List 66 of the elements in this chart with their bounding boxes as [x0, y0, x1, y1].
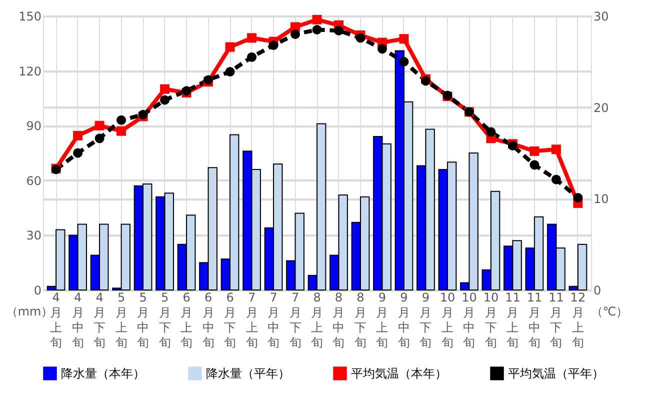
x-tick-label: 7月中旬: [268, 290, 280, 350]
y2-tick-label: 10: [594, 192, 609, 206]
x-tick-label: 10月中旬: [462, 290, 477, 350]
point: [225, 42, 235, 52]
point: [530, 146, 540, 156]
point: [116, 115, 126, 125]
x-tick-label: 4月下旬: [94, 290, 106, 350]
point: [312, 14, 322, 24]
x-tick-label: 11月上旬: [505, 290, 520, 350]
x-tick-label: 5月上旬: [115, 290, 128, 350]
legend-label: 平均気温（平年）: [508, 366, 604, 380]
y2-tick-label: 20: [594, 100, 609, 115]
y2-axis-title: （℃）: [590, 304, 628, 318]
x-tick-label: 10月上旬: [440, 290, 456, 350]
y-tick-label: 120: [18, 64, 42, 78]
point: [399, 56, 409, 66]
point: [116, 126, 126, 136]
point: [573, 193, 583, 202]
x-tick-label: 6月中旬: [202, 290, 214, 350]
x-tick-label: 8月下旬: [354, 290, 366, 350]
x-tick-label: 11月中旬: [526, 290, 542, 350]
point: [530, 160, 540, 170]
point: [334, 26, 344, 36]
x-tick-label: 9月下旬: [420, 290, 432, 350]
legend-label: 降水量（平年）: [206, 366, 290, 380]
point: [399, 34, 409, 44]
y2-tick-label: 30: [594, 10, 609, 24]
x-tick-label: 8月中旬: [332, 290, 345, 350]
point: [268, 40, 278, 50]
y2-tick-label: 0: [594, 284, 602, 298]
point: [551, 174, 561, 184]
y-tick-label: 150: [18, 10, 42, 24]
point: [160, 84, 170, 94]
x-tick-label: 9月中旬: [398, 290, 410, 350]
x-tick-label: 11月下旬: [548, 290, 564, 350]
x-tick-label: 6月上旬: [180, 290, 193, 350]
point: [312, 24, 322, 34]
x-tick-label: 7月上旬: [246, 290, 258, 350]
x-tick-label: 5月下旬: [158, 290, 171, 350]
point: [551, 144, 561, 154]
point: [247, 33, 257, 43]
point: [247, 52, 257, 62]
point: [486, 127, 496, 137]
x-tick-label: 7月下旬: [289, 290, 302, 350]
y-tick-label: 0: [34, 284, 42, 298]
point: [160, 95, 170, 105]
point: [225, 66, 235, 76]
x-tick-label: 4月中旬: [72, 290, 84, 350]
point: [73, 130, 83, 140]
point: [290, 30, 300, 39]
point: [94, 134, 104, 144]
y-tick-label: 30: [26, 228, 42, 243]
x-tick-label: 6月下旬: [224, 290, 236, 350]
y-tick-label: 90: [26, 119, 42, 134]
x-tick-label: 12月上旬: [570, 290, 586, 350]
legend-label: 平均気温（本年）: [351, 366, 447, 380]
point: [73, 148, 83, 158]
legend-label: 降水量（本年）: [61, 366, 145, 380]
point: [94, 120, 104, 130]
x-tick-label: 8月上旬: [311, 290, 323, 350]
x-tick-label: 5月中旬: [137, 290, 150, 350]
point: [356, 33, 366, 43]
y-tick-label: 60: [26, 174, 42, 188]
point: [377, 44, 387, 54]
x-tick-label: 10月下旬: [483, 290, 499, 350]
x-tick-label: 9月上旬: [376, 290, 388, 350]
